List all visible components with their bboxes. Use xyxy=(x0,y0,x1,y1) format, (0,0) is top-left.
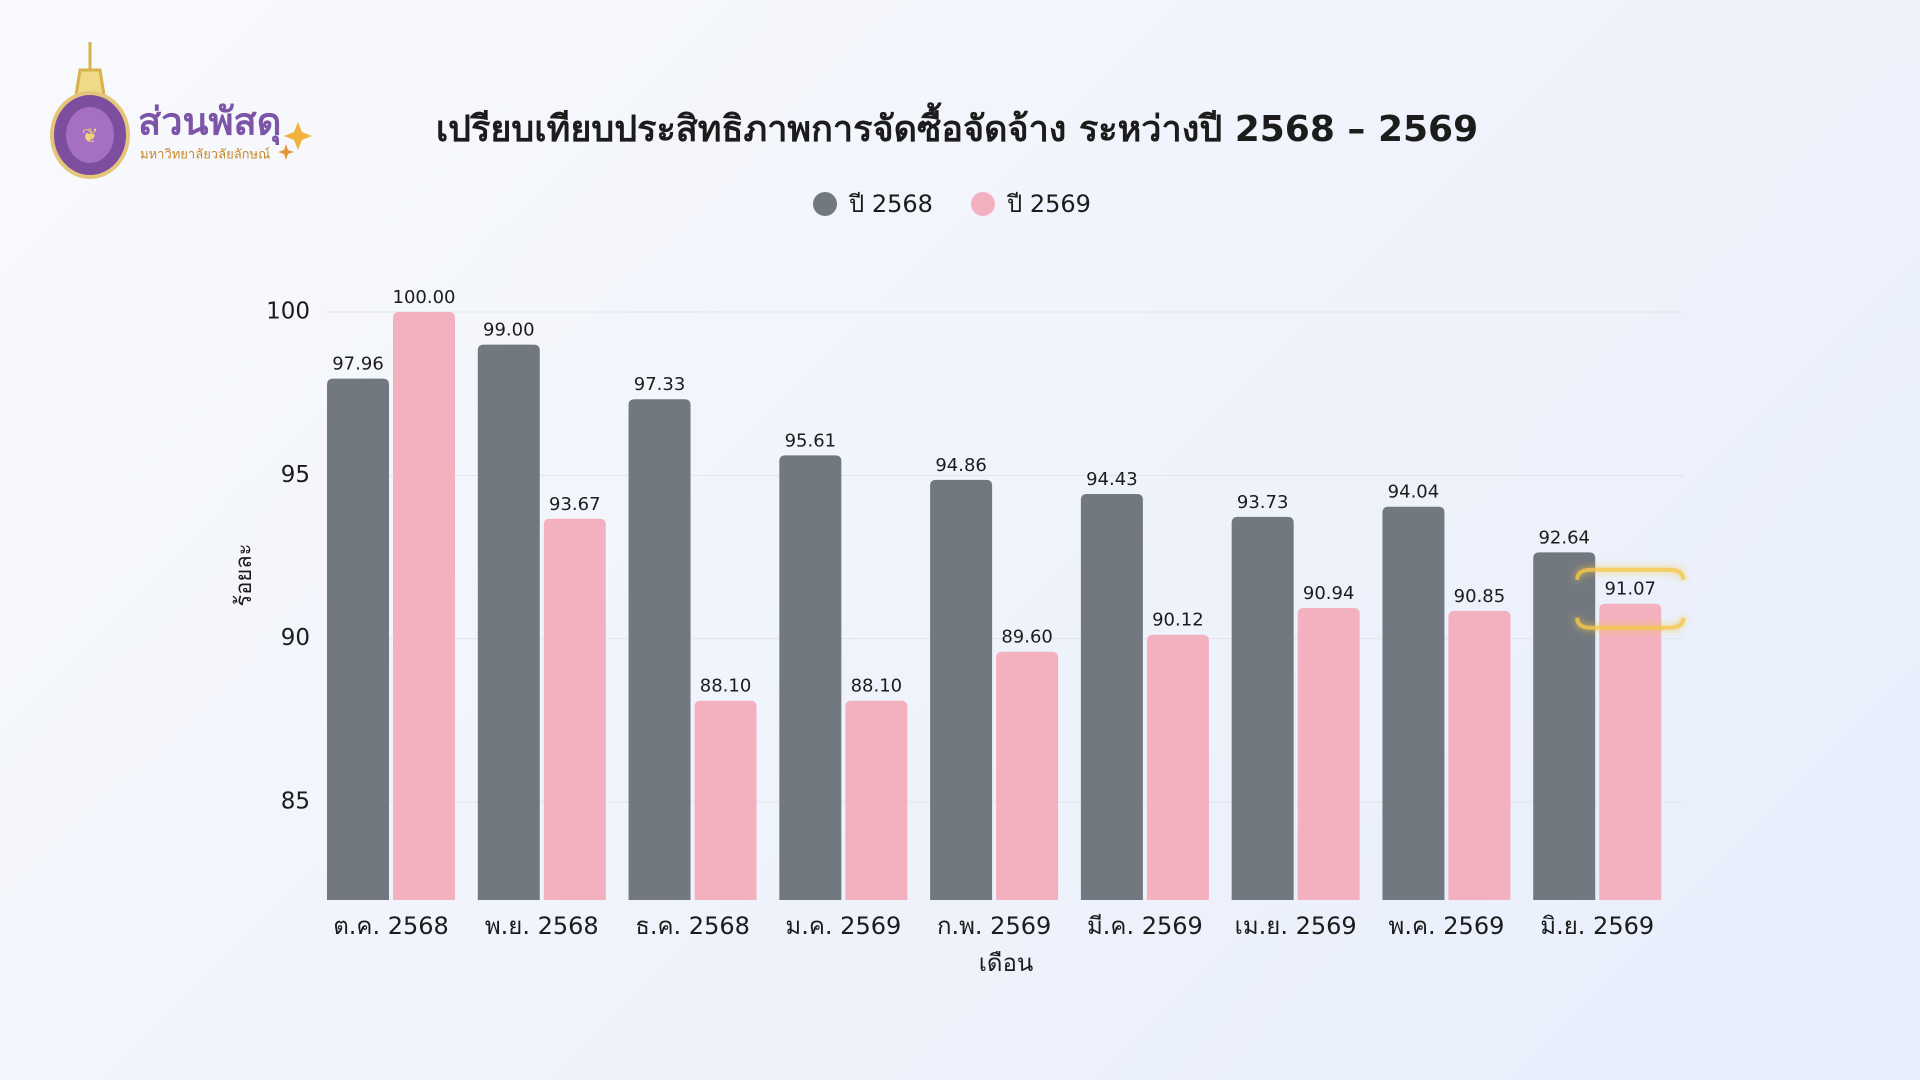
value-label: 90.94 xyxy=(1303,583,1355,604)
value-label: 94.86 xyxy=(935,455,987,476)
value-label: 88.10 xyxy=(851,676,903,697)
logo-emblem: ❦ xyxy=(50,42,130,179)
logo-subtitle: มหาวิทยาลัยวลัยลักษณ์ xyxy=(140,147,270,163)
bar xyxy=(1146,634,1209,900)
highlight-glow xyxy=(1575,567,1686,580)
bar xyxy=(1448,610,1511,900)
highlight-glow xyxy=(1575,617,1686,630)
y-axis-label: ร้อยละ xyxy=(232,543,257,606)
bar xyxy=(996,651,1059,900)
y-tick-label: 85 xyxy=(281,789,310,815)
x-tick-label: มิ.ย. 2569 xyxy=(1540,912,1654,940)
value-label: 94.43 xyxy=(1086,469,1138,490)
y-tick-label: 95 xyxy=(281,462,310,488)
legend-label: ปี 2568 xyxy=(848,190,933,218)
value-label: 89.60 xyxy=(1001,627,1053,648)
bar xyxy=(477,344,540,901)
x-axis-label: เดือน xyxy=(979,949,1034,977)
bar xyxy=(393,312,455,900)
y-tick-label: 90 xyxy=(281,625,310,651)
x-tick-label: พ.ย. 2568 xyxy=(485,912,599,940)
value-label: 90.85 xyxy=(1454,586,1506,607)
chart-title: เปรียบเทียบประสิทธิภาพการจัดซื้อจัดจ้าง … xyxy=(436,102,1478,150)
logo-title: ส่วนพัสดุ xyxy=(138,100,281,146)
svg-text:❦: ❦ xyxy=(82,124,99,148)
bar xyxy=(1599,603,1662,900)
value-label: 93.73 xyxy=(1237,492,1289,513)
bar xyxy=(1297,607,1360,900)
value-label: 100.00 xyxy=(393,287,456,308)
bar xyxy=(779,455,842,900)
x-tick-label: ม.ค. 2569 xyxy=(785,912,901,940)
value-label: 94.04 xyxy=(1388,482,1440,503)
value-label: 92.64 xyxy=(1538,527,1590,548)
bar xyxy=(694,700,757,900)
x-tick-label: เม.ย. 2569 xyxy=(1235,912,1357,940)
value-label: 93.67 xyxy=(549,494,601,515)
bar xyxy=(845,700,908,900)
x-tick-label: มี.ค. 2569 xyxy=(1087,912,1203,940)
value-label: 90.12 xyxy=(1152,610,1204,631)
value-label: 97.96 xyxy=(332,354,384,375)
bar xyxy=(543,518,606,900)
bar xyxy=(327,378,389,900)
bar xyxy=(1231,516,1294,900)
x-tick-label: พ.ค. 2569 xyxy=(1389,912,1505,940)
bar xyxy=(1533,552,1596,900)
sparkle xyxy=(278,144,294,160)
bar xyxy=(930,479,993,900)
bar xyxy=(628,399,691,900)
value-label: 88.10 xyxy=(700,676,752,697)
value-label: 91.07 xyxy=(1604,579,1656,600)
bar xyxy=(1382,506,1445,900)
legend-marker xyxy=(813,192,837,216)
x-tick-label: ก.พ. 2569 xyxy=(937,912,1051,940)
x-tick-label: ต.ค. 2568 xyxy=(333,912,449,940)
y-tick-label: 100 xyxy=(266,299,310,325)
value-label: 97.33 xyxy=(634,374,686,395)
legend-marker xyxy=(971,192,995,216)
value-label: 95.61 xyxy=(785,430,837,451)
sparkle xyxy=(284,122,312,150)
bar xyxy=(1080,493,1143,900)
legend-label: ปี 2569 xyxy=(1006,190,1091,218)
x-tick-label: ธ.ค. 2568 xyxy=(635,912,750,940)
value-label: 99.00 xyxy=(483,320,535,341)
